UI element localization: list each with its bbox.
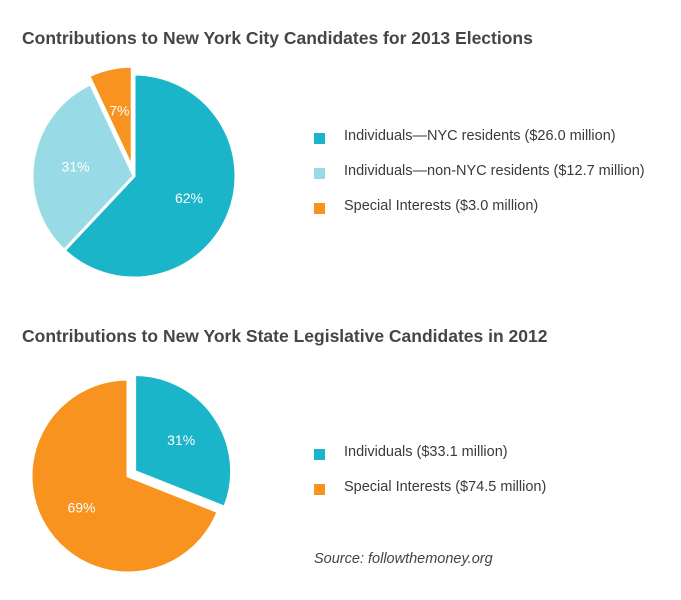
legend-swatch [314,203,325,214]
legend-label: Individuals—non-NYC residents ($12.7 mil… [344,163,645,179]
slice-label-nyc-special-interests: 7% [109,102,129,118]
pie-slice-nyc-individuals-nyc-residents [62,72,238,280]
pie-slice-nys-individuals [133,373,234,509]
slice-label-nys-special-interests: 69% [67,500,95,516]
legend-item-nyc-individuals-non-nyc-residents: Individuals—non-NYC residents ($12.7 mil… [314,163,645,198]
legend-label: Special Interests ($3.0 million) [344,198,539,214]
legend-item-nyc-special-interests: Special Interests ($3.0 million) [314,198,645,233]
chart-title-nys: Contributions to New York State Legislat… [22,326,548,346]
pie-slice-nyc-individuals-non-nyc-residents [30,82,136,252]
legend-nyc: Individuals—NYC residents ($26.0 million… [314,128,645,233]
legend-swatch [314,168,325,179]
legend-label: Individuals—NYC residents ($26.0 million… [344,128,616,144]
legend-swatch [314,133,325,144]
legend-nys: Individuals ($33.1 million) Special Inter… [314,444,546,514]
legend-swatch [314,484,325,495]
legend-item-nys-individuals: Individuals ($33.1 million) [314,444,546,479]
pie-slice-nyc-special-interests [87,64,134,170]
pie-chart-nyc: 62% 31% 7% [30,64,238,280]
pie-slice-nys-special-interests [29,377,220,575]
chart-title-nyc: Contributions to New York City Candidate… [22,28,533,48]
slice-label-nyc-individuals-nyc-residents: 62% [175,190,203,206]
legend-item-nys-special-interests: Special Interests ($74.5 million) [314,479,546,514]
legend-item-nyc-individuals-nyc-residents: Individuals—NYC residents ($26.0 million… [314,128,645,163]
source-note: Source: followthemoney.org [314,551,493,567]
legend-swatch [314,449,325,460]
slice-label-nys-individuals: 31% [167,432,195,448]
slice-label-nyc-individuals-non-nyc-residents: 31% [62,159,90,175]
pie-chart-nys: 31% 69% [29,373,234,575]
legend-label: Special Interests ($74.5 million) [344,479,547,495]
legend-label: Individuals ($33.1 million) [344,444,508,460]
